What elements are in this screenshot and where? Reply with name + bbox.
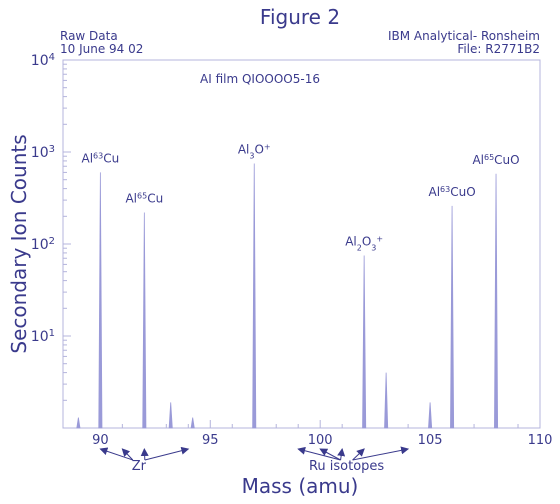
peak-label: Al63Cu [82,151,120,166]
x-tick-label: 95 [202,433,219,448]
isotope-annotations: Zr Ru isotopes [99,446,410,474]
spectrum-peak [190,417,195,429]
x-axis-ticks: 90 95 100 105 110 [77,420,553,448]
spectrum-peak [252,163,257,429]
chart-title: Figure 2 [260,5,340,29]
annotation-arrow [319,448,341,461]
x-tick-label: 105 [418,433,443,448]
spectrum-peak [76,417,81,429]
chart-subtitle: AI film QIOOOO5-16 [200,72,320,86]
x-tick-label: 100 [308,433,333,448]
y-tick-label: 104 [31,52,55,70]
x-tick-label: 110 [528,433,553,448]
peak-label: Al3O+ [238,142,271,160]
annotation-arrow [140,448,149,461]
y-tick-label: 103 [31,144,55,162]
plot-area-frame [62,59,541,429]
y-axis-label: Secondary Ion Counts [7,134,31,353]
spectrum-peak [362,255,367,429]
spectrum-peaks [76,163,499,429]
annotation-arrow [121,448,134,461]
spectrum-peak [168,402,173,429]
spectrum-peak [98,172,103,429]
annotation-label: Zr [132,459,147,474]
spectrum-peak [384,372,389,429]
peak-label: Al2O3+ [345,234,383,252]
annotation-arrow [352,446,410,461]
annotation-arrow [337,448,346,461]
peak-labels: Al63Cu Al65Cu Al3O+ Al2O3+ Al63CuO Al65CuO [82,142,520,252]
y-tick-label: 102 [31,236,55,254]
peak-label: Al65Cu [125,191,163,206]
spectrum-peak [450,205,455,429]
annotation-label: Ru isotopes [309,459,384,474]
x-axis-label: Mass (amu) [242,474,359,498]
annotation-arrow [144,446,190,461]
spectrum-peak [142,212,147,429]
peak-label: Al63CuO [428,184,475,199]
annotation-arrow [352,448,365,461]
peak-label: Al65CuO [472,152,519,167]
header-right-line-1: IBM Analytical- Ronsheim [388,29,540,43]
header-left-line-2: 10 June 94 02 [60,42,143,56]
spectrum-peak [428,402,433,429]
header-left-line-1: Raw Data [60,29,118,43]
x-tick-label: 90 [92,433,109,448]
annotation-arrow [99,447,133,461]
spectrum-peak [494,173,499,429]
header-right-line-2: File: R2771B2 [457,42,540,56]
y-tick-label: 101 [31,328,55,346]
y-axis-ticks: 101 102 103 104 [31,52,71,401]
